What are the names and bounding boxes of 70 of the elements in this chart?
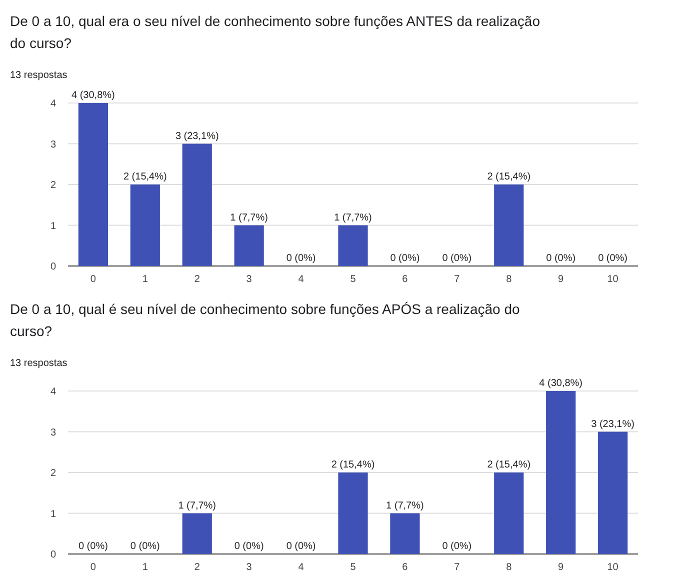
y-tick-label: 4 [50,98,56,110]
x-tick-label: 7 [454,562,460,573]
x-tick-label: 4 [298,562,304,573]
data-label: 0 (0%) [78,541,108,552]
bar [338,472,368,554]
data-label: 0 (0%) [390,253,420,264]
bar [234,225,264,266]
data-label: 1 (7,7%) [334,212,372,224]
chart-subtitle: 13 respostas [10,70,68,81]
x-tick-label: 0 [90,562,96,573]
x-tick-label: 5 [350,274,356,285]
data-label: 2 (15,4%) [487,460,531,470]
bar [78,103,108,266]
chart-title: De 0 a 10, qual é seu nível de conhecimento sobre funções APÓS a realização do curso? [10,301,520,339]
chart-subtitle: 13 respostas [10,358,68,369]
data-label: 0 (0%) [442,541,472,552]
data-label: 4 (30,8%) [72,90,115,101]
x-tick-label: 2 [194,274,200,285]
data-label: 0 (0%) [546,253,576,264]
data-label: 1 (7,7%) [230,212,268,224]
data-label: 0 (0%) [286,541,316,552]
x-tick-label: 10 [607,274,619,285]
x-tick-label: 4 [298,274,304,285]
bar [494,472,524,554]
x-tick-label: 1 [142,562,148,573]
x-tick-label: 3 [246,562,252,573]
data-label: 1 (7,7%) [386,500,424,512]
x-tick-label: 5 [350,562,356,573]
data-label: 2 (15,4%) [331,460,375,470]
data-label: 0 (0%) [598,253,628,264]
x-tick-label: 6 [402,562,408,573]
x-tick-label: 0 [90,274,96,285]
data-label: 3 (23,1%) [591,418,634,430]
x-tick-label: 6 [402,274,408,285]
bar [182,144,212,266]
data-label: 0 (0%) [130,541,160,552]
bar [182,513,212,554]
y-tick-label: 1 [50,508,56,520]
data-label: 4 (30,8%) [539,378,583,389]
data-label: 0 (0%) [442,253,472,264]
x-tick-label: 9 [558,562,564,573]
bar [546,391,576,554]
y-tick-label: 0 [50,262,56,272]
x-tick-label: 8 [506,562,512,573]
y-tick-label: 0 [50,550,56,560]
x-tick-label: 7 [454,274,460,285]
data-label: 0 (0%) [234,541,264,552]
x-tick-label: 10 [607,562,619,573]
data-label: 0 (0%) [286,253,316,264]
bar [390,513,420,554]
x-tick-label: 9 [558,274,564,285]
y-tick-label: 2 [50,468,56,479]
y-tick-label: 3 [50,139,56,150]
chart-title: De 0 a 10, qual era o seu nível de conhecimento sobre funções ANTES da realização do curso? [10,13,540,51]
bar [494,184,524,266]
y-tick-label: 1 [50,220,56,232]
bar [598,432,628,554]
y-tick-label: 2 [50,180,56,191]
data-label: 1 (7,7%) [178,500,216,512]
y-tick-label: 3 [50,427,56,438]
data-label: 2 (15,4%) [123,172,167,182]
bar [130,184,160,266]
x-tick-label: 2 [194,562,200,573]
bar [338,225,368,266]
data-label: 2 (15,4%) [487,172,531,182]
x-tick-label: 1 [142,274,148,285]
y-tick-label: 4 [50,386,56,398]
x-tick-label: 3 [246,274,252,285]
x-tick-label: 8 [506,274,512,285]
data-label: 3 (23,1%) [175,130,219,142]
